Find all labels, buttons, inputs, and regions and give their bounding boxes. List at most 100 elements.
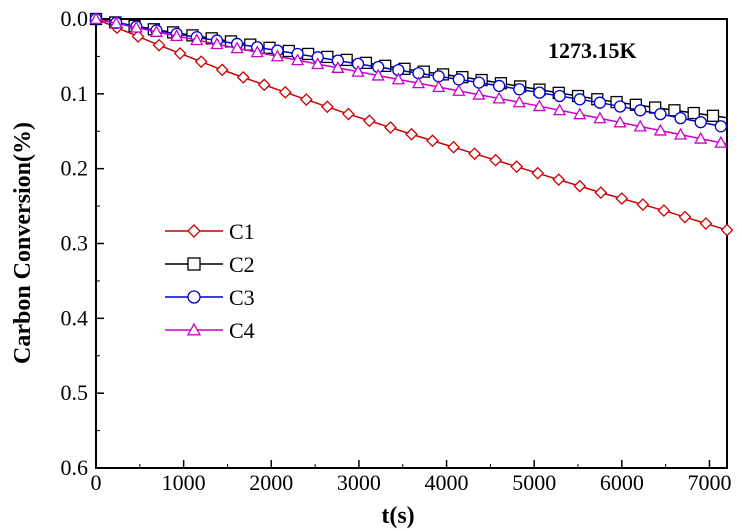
data-point-c1 — [552, 173, 566, 187]
x-tick-label: 0 — [91, 470, 102, 495]
data-point-c4 — [472, 87, 486, 100]
y-tick-label: 0.2 — [61, 156, 89, 181]
data-point-c1 — [278, 85, 292, 99]
data-point-c3 — [553, 89, 566, 103]
data-point-c4 — [250, 45, 264, 58]
data-point-c4 — [129, 20, 143, 33]
data-point-c1 — [405, 127, 418, 141]
legend-label: C1 — [229, 219, 255, 244]
data-point-c1 — [194, 55, 208, 69]
legend-item-c4: C4 — [165, 318, 255, 343]
y-tick-label: 0.0 — [61, 6, 89, 31]
data-point-c4 — [694, 131, 708, 144]
data-point-c3 — [654, 107, 667, 121]
data-point-c1 — [573, 179, 587, 193]
data-point-c4 — [230, 41, 244, 54]
temperature-annotation: 1273.15K — [548, 38, 637, 63]
x-axis-title: t(s) — [381, 503, 414, 529]
legend-item-c3: C3 — [165, 285, 255, 310]
legend-label: C4 — [229, 318, 255, 343]
data-point-c1 — [594, 186, 608, 200]
series-layer — [89, 12, 734, 237]
data-point-c1 — [236, 70, 250, 84]
data-point-c4 — [411, 76, 426, 89]
data-point-c1 — [699, 217, 713, 230]
legend-marker-c1 — [187, 224, 201, 238]
data-point-c4 — [452, 84, 466, 96]
legend: C1 C2 C3 C4 — [165, 219, 255, 343]
data-point-c4 — [331, 61, 345, 73]
x-tick-label: 6000 — [600, 470, 644, 495]
data-point-c3 — [714, 120, 728, 133]
y-tick-label: 0.1 — [61, 81, 89, 106]
data-point-c4 — [613, 115, 627, 128]
data-point-c1 — [657, 204, 671, 217]
legend-marker-c3 — [187, 290, 201, 304]
y-axis-title: Carbon Conversion(%) — [10, 122, 36, 364]
data-point-c1 — [720, 223, 734, 237]
x-tick-label: 2000 — [249, 470, 293, 495]
y-tick-label: 0.4 — [61, 305, 89, 330]
data-point-c4 — [89, 12, 103, 25]
data-point-c3 — [513, 83, 526, 96]
data-point-c3 — [573, 93, 586, 106]
legend-marker-c2 — [187, 257, 201, 271]
data-point-c1 — [510, 160, 524, 174]
data-point-c4 — [391, 72, 405, 85]
data-point-c4 — [512, 95, 526, 108]
data-point-c4 — [553, 103, 567, 116]
y-tick-label: 0.5 — [61, 380, 89, 405]
data-point-c3 — [674, 111, 687, 125]
data-point-c2 — [668, 104, 681, 117]
y-tick-label: 0.3 — [61, 231, 89, 256]
data-point-c1 — [468, 147, 482, 161]
data-point-c4 — [673, 127, 688, 140]
data-point-c1 — [489, 153, 503, 167]
data-point-c4 — [109, 16, 123, 29]
y-axis-ticks: 0.0 0.1 0.2 0.3 0.4 0.5 0.6 — [61, 6, 104, 480]
series-c4 — [89, 12, 728, 148]
data-point-c4 — [653, 123, 667, 136]
data-point-c1 — [173, 47, 187, 60]
legend-marker-c4 — [186, 322, 202, 336]
data-point-c1 — [636, 198, 650, 212]
data-point-c4 — [532, 99, 547, 112]
x-tick-label: 4000 — [425, 470, 469, 495]
data-point-c3 — [533, 86, 546, 99]
data-point-c4 — [190, 33, 204, 46]
data-point-c1 — [615, 192, 629, 206]
data-point-c1 — [257, 78, 271, 92]
data-point-c3 — [593, 96, 607, 109]
data-point-c3 — [634, 104, 647, 117]
x-tick-label: 3000 — [337, 470, 381, 495]
legend-item-c2: C2 — [165, 252, 255, 277]
data-point-c4 — [492, 91, 506, 104]
data-point-c4 — [311, 57, 325, 70]
data-point-c4 — [633, 119, 647, 132]
data-point-c3 — [492, 79, 506, 93]
data-point-c4 — [593, 111, 607, 124]
data-point-c1 — [447, 140, 460, 154]
data-point-c1 — [215, 63, 229, 77]
legend-item-c1: C1 — [165, 219, 255, 244]
data-point-c1 — [363, 114, 376, 128]
data-point-c4 — [351, 64, 365, 77]
data-point-c3 — [694, 116, 707, 129]
data-point-c1 — [320, 100, 334, 114]
data-point-c4 — [573, 107, 587, 120]
data-point-c1 — [531, 166, 545, 180]
data-point-c4 — [714, 135, 728, 148]
data-point-c1 — [299, 93, 313, 106]
data-point-c4 — [270, 49, 285, 62]
x-tick-label: 1000 — [162, 470, 206, 495]
series-c1 — [89, 12, 734, 237]
data-point-c3 — [432, 70, 445, 83]
series-c2 — [89, 12, 728, 122]
data-point-c1 — [152, 38, 166, 52]
data-point-c4 — [170, 29, 184, 42]
data-point-c3 — [452, 73, 465, 86]
data-point-c4 — [290, 53, 305, 66]
x-tick-label: 5000 — [512, 470, 556, 495]
data-point-c1 — [384, 121, 397, 134]
